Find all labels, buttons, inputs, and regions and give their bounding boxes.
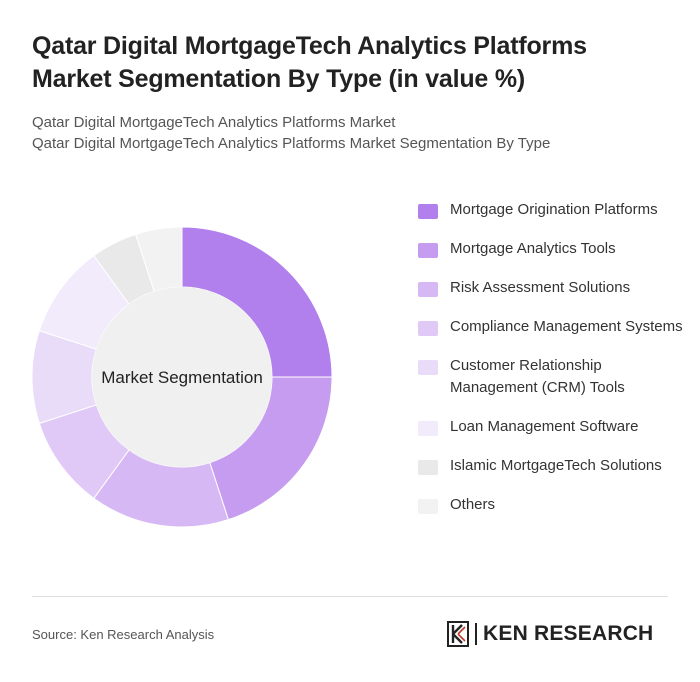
legend-item: Loan Management Software — [418, 416, 688, 438]
footer-divider — [32, 596, 668, 597]
legend-swatch — [418, 360, 438, 375]
legend-label: Customer Relationship Management (CRM) T… — [450, 357, 625, 396]
legend-swatch — [418, 243, 438, 258]
subtitle-line-2: Qatar Digital MortgageTech Analytics Pla… — [32, 135, 551, 152]
legend-swatch — [418, 282, 438, 297]
donut-slices — [31, 226, 333, 528]
brand-separator — [475, 623, 477, 645]
chart-legend: Mortgage Origination Platforms Mortgage A… — [418, 199, 688, 516]
legend-label: Mortgage Analytics Tools — [450, 240, 616, 257]
legend-label: Loan Management Software — [450, 418, 639, 435]
source-note: Source: Ken Research Analysis — [32, 627, 215, 642]
legend-label: Compliance Management Systems — [450, 318, 683, 335]
legend-label: Risk Assessment Solutions — [450, 279, 631, 296]
legend-swatch — [418, 499, 438, 514]
chart-subtitle: Qatar Digital MortgageTech Analytics Pla… — [32, 112, 672, 154]
legend-swatch — [418, 321, 438, 336]
legend-swatch — [418, 460, 438, 475]
legend-item: Customer Relationship Management (CRM) T… — [418, 355, 688, 399]
legend-label: Islamic MortgageTech Solutions — [450, 457, 662, 474]
legend-label: Mortgage Origination Platforms — [450, 201, 658, 218]
ken-logo-icon — [447, 621, 469, 647]
center-label: Market Segmentation — [101, 368, 263, 387]
legend-label: Others — [450, 496, 496, 513]
legend-item: Islamic MortgageTech Solutions — [418, 455, 688, 477]
subtitle-line-1: Qatar Digital MortgageTech Analytics Pla… — [32, 114, 396, 131]
donut-center — [92, 287, 272, 467]
chart-title: Qatar Digital MortgageTech Analytics Pla… — [32, 32, 587, 93]
legend-item: Mortgage Analytics Tools — [418, 238, 688, 260]
legend-swatch — [418, 204, 438, 219]
legend-item: Risk Assessment Solutions — [418, 277, 688, 299]
donut-chart: Market Segmentation — [31, 226, 333, 528]
brand-logo: KEN RESEARCH — [447, 620, 669, 648]
legend-item: Others — [418, 494, 688, 516]
brand-name: KEN RESEARCH — [483, 622, 654, 645]
legend-item: Compliance Management Systems — [418, 316, 688, 338]
legend-swatch — [418, 421, 438, 436]
legend-item: Mortgage Origination Platforms — [418, 199, 688, 221]
